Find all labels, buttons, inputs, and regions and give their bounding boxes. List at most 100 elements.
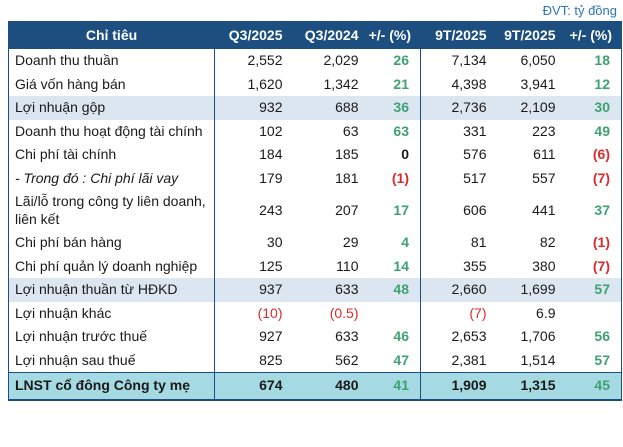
row-label: LNST cổ đông Công ty mẹ [8,372,215,401]
value-cell: 1,620 [247,75,283,92]
column-header: +/- (%) [366,21,421,49]
column-header: 9T/2025 [494,21,564,49]
value-cell: 48 [366,278,421,302]
value-cell: 21 [366,72,421,96]
value-cell: 6,050 [520,52,556,68]
table-row: Lãi/lỗ trong công ty liên doanh, liên kế… [8,190,622,231]
value-cell: 2,381 [451,351,487,368]
value-cell: 57 [594,351,610,368]
financial-table: Chỉ tiêu Q3/2025 Q3/2024 +/- (%) 9T/2025 9T/2… [8,21,622,401]
table-row: Lợi nhuận khác (10) (0.5) (7) 6.9 [8,301,622,326]
value-cell: 37 [594,201,610,218]
value-cell: 7,134 [451,52,487,68]
value-cell: 2,109 [494,96,564,120]
table-row: Lợi nhuận sau thuế 825 562 47 2,381 1,514 57 [8,348,622,373]
value-cell: 29 [342,234,359,250]
value-cell: 517 [463,169,487,186]
row-label: Giá vốn hàng bán [8,72,215,96]
value-cell: 937 [214,278,291,302]
value-cell: 181 [335,169,359,186]
table-row: Doanh thu hoạt động tài chính 102 63 63 331 2… [8,119,622,143]
row-label: Lợi nhuận thuần từ HĐKD [8,278,215,302]
row-label: - Trong đó : Chi phí lãi vay [8,166,215,190]
value-cell: 2,552 [247,52,283,68]
value-cell: 688 [290,96,367,120]
row-label: Chi phí quản lý doanh nghiệp [8,254,215,278]
value-cell: 1,909 [420,372,495,401]
table-row: Giá vốn hàng bán 1,620 1,342 21 4,398 3,941 12 [8,72,622,96]
table-row: Lợi nhuận trước thuế 927 633 46 2,653 1,706 56 [8,325,622,349]
value-cell: 207 [335,201,359,218]
table-row: Chi phí tài chính 184 185 0 576 611 (6) [8,143,622,167]
value-cell: 557 [532,169,556,186]
value-cell: 36 [366,96,421,120]
value-cell: 927 [259,328,283,344]
value-cell: 1,342 [323,75,359,92]
table-row: Doanh thu thuần 2,552 2,029 26 7,134 6,050 18 [8,49,622,73]
column-header: 9T/2025 [420,21,495,49]
value-cell: 606 [463,201,487,218]
value-cell: 3,941 [520,75,556,92]
table-row: Chi phí bán hàng 30 29 4 81 82 (1) [8,231,622,255]
value-cell: 1,315 [494,372,564,401]
value-cell: 633 [335,328,359,344]
value-cell: 2,029 [323,52,359,68]
table-row: Chi phí quản lý doanh nghiệp 125 110 14 355 3… [8,254,622,278]
row-label: Chi phí tài chính [8,143,215,167]
value-cell: 0 [366,143,421,167]
value-cell: 41 [366,372,421,401]
value-cell [564,302,622,326]
value-cell: 47 [366,348,421,373]
value-cell: 30 [266,234,283,250]
row-label: Doanh thu hoạt động tài chính [8,119,215,143]
value-cell: 355 [463,257,487,274]
row-label: Lợi nhuận sau thuế [8,348,215,373]
value-cell: 441 [532,201,556,218]
value-cell: (7) [592,169,610,186]
value-cell: 63 [366,119,421,143]
value-cell: 6.9 [536,304,556,321]
value-cell: 331 [463,122,487,139]
table-header-row: Chỉ tiêu Q3/2025 Q3/2024 +/- (%) 9T/2025 9T/2… [8,21,622,49]
table-row: Lợi nhuận thuần từ HĐKD 937 633 48 2,660 1,69… [8,278,622,302]
value-cell: 1,699 [494,278,564,302]
value-cell: 185 [335,146,359,162]
value-cell: 14 [366,254,421,278]
value-cell: 4,398 [451,75,487,92]
value-cell: 18 [594,52,610,68]
value-cell: 932 [214,96,291,120]
value-cell: 30 [563,96,622,120]
value-cell: 45 [563,372,622,401]
value-cell: 576 [463,146,487,162]
value-cell: 12 [594,75,610,92]
value-cell: 633 [290,278,367,302]
value-cell: 17 [366,190,421,231]
value-cell: 110 [336,257,359,274]
value-cell: (6) [592,146,610,162]
value-cell [366,301,421,325]
row-label: Lợi nhuận trước thuế [8,325,215,349]
value-cell: 1,706 [520,328,556,344]
table-row: Lợi nhuận gộp 932 688 36 2,736 2,109 30 [8,96,622,120]
value-cell: (7) [592,257,610,274]
column-header: Q3/2024 [290,21,367,49]
table-row: - Trong đó : Chi phí lãi vay 179 181 (1) 517… [8,166,622,190]
value-cell: 56 [594,328,610,344]
value-cell: 825 [259,351,283,368]
value-cell: 179 [259,169,283,186]
row-label: Doanh thu thuần [8,49,215,73]
value-cell: 184 [259,146,283,162]
value-cell: 243 [259,201,283,218]
value-cell: 81 [470,234,487,250]
value-cell: 223 [532,122,556,139]
value-cell: (1) [366,166,421,190]
value-cell: 2,660 [420,278,495,302]
value-cell: 674 [214,372,291,401]
column-header: +/- (%) [563,21,622,49]
column-header: Q3/2025 [214,21,291,49]
value-cell: 380 [532,257,556,274]
table-row: LNST cổ đông Công ty mẹ 674 480 41 1,909 1,31… [8,372,622,401]
value-cell: 611 [533,146,556,162]
value-cell: 4 [366,231,421,255]
value-cell: (10) [257,304,283,321]
